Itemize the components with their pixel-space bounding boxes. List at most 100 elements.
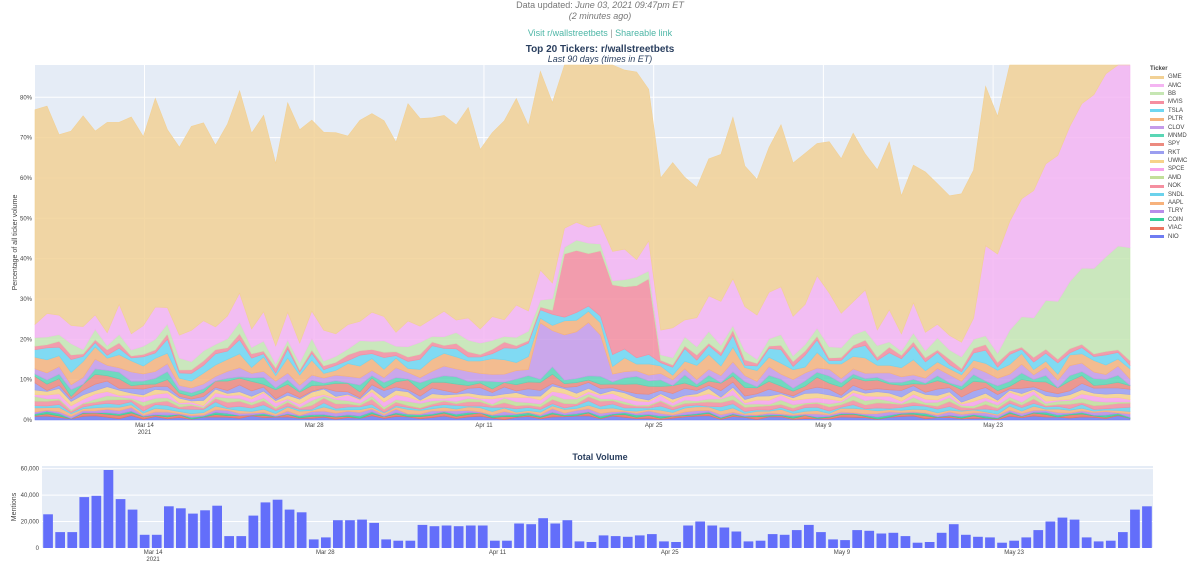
area-y-tick-label: 10% [20, 378, 33, 384]
area-y-tick-label: 20% [20, 337, 33, 343]
area-x-tick-label: Apr 11 [475, 423, 493, 429]
legend-item-mvis[interactable]: MVIS [1150, 98, 1187, 106]
legend-item-clov[interactable]: CLOV [1150, 123, 1187, 131]
legend-item-nio[interactable]: NIO [1150, 232, 1187, 240]
legend-label: RKT [1168, 149, 1180, 156]
bar-x-tick-label: May 9 [834, 550, 851, 556]
area-x-tick-label: Mar 14 [135, 423, 154, 429]
volume-bar [683, 525, 693, 548]
volume-bar [538, 518, 548, 548]
volume-bar [188, 513, 198, 548]
bar-x-tick-label: May 23 [1004, 550, 1024, 556]
legend-label: SNDL [1168, 191, 1185, 198]
legend-item-amd[interactable]: AMD [1150, 174, 1187, 182]
area-y-tick-label: 30% [20, 297, 33, 303]
volume-bar [212, 505, 222, 548]
shareable-link[interactable]: Shareable link [615, 28, 673, 38]
volume-bar [586, 542, 597, 548]
legend-label: AMD [1168, 174, 1182, 181]
links-separator: | [610, 28, 613, 38]
legend-label: TLRY [1168, 208, 1184, 215]
volume-bar [804, 524, 814, 548]
legend-swatch [1150, 126, 1164, 130]
legend-swatch [1150, 176, 1164, 180]
volume-bar [127, 509, 138, 548]
volume-bar [912, 542, 923, 548]
area-y-tick-label: 40% [20, 257, 33, 263]
volume-bar [67, 532, 78, 548]
volume-bar [707, 525, 718, 548]
area-y-axis-title: Percentage of all ticker volume [12, 195, 19, 291]
volume-bar [139, 534, 150, 548]
legend-label: VIAC [1168, 225, 1183, 232]
legend-swatch [1150, 159, 1164, 163]
legend-item-nok[interactable]: NOK [1150, 182, 1187, 190]
legend-item-mnmd[interactable]: MNMD [1150, 132, 1187, 140]
updated-ago: (2 minutes ago) [568, 11, 632, 21]
volume-bar [864, 530, 875, 548]
legend-item-gme[interactable]: GME [1150, 73, 1187, 81]
legend-swatch [1150, 109, 1164, 113]
legend-item-pltr[interactable]: PLTR [1150, 115, 1187, 123]
legend-label: BB [1168, 90, 1177, 97]
legend-item-rkt[interactable]: RKT [1150, 149, 1187, 157]
volume-bar [115, 499, 126, 548]
volume-bar [562, 520, 573, 548]
volume-bar [1105, 540, 1116, 548]
volume-bar [1142, 506, 1152, 548]
volume-bar [369, 522, 379, 548]
legend-item-spce[interactable]: SPCE [1150, 165, 1187, 173]
volume-bar [477, 525, 488, 548]
legend-swatch [1150, 134, 1164, 138]
legend-item-coin[interactable]: COIN [1150, 216, 1187, 224]
volume-bar [272, 499, 283, 548]
volume-bar [634, 535, 645, 548]
volume-bar [1081, 537, 1092, 548]
volume-bar [550, 523, 561, 548]
volume-bar [514, 523, 524, 548]
legend-item-tlry[interactable]: TLRY [1150, 207, 1187, 215]
volume-bar [55, 532, 65, 548]
volume-bar [260, 502, 271, 548]
legend-item-viac[interactable]: VIAC [1150, 224, 1187, 232]
legend-swatch [1150, 167, 1164, 171]
volume-bar [357, 519, 367, 548]
legend-swatch [1150, 209, 1164, 213]
legend-swatch [1150, 235, 1164, 239]
volume-bar [973, 536, 983, 548]
volume-bar [103, 470, 114, 548]
area-y-tick-label: 50% [20, 216, 33, 222]
volume-bar [1130, 509, 1140, 548]
legend-label: SPY [1168, 141, 1181, 148]
legend-swatch [1150, 193, 1164, 197]
area-y-tick-label: 0% [23, 418, 32, 424]
legend-label: SPCE [1168, 166, 1185, 173]
legend-item-spy[interactable]: SPY [1150, 140, 1187, 148]
volume-bar [43, 514, 53, 548]
legend-item-sndl[interactable]: SNDL [1150, 190, 1187, 198]
volume-bar [779, 534, 790, 548]
legend-label: NOK [1168, 183, 1182, 190]
volume-bar [659, 541, 669, 548]
legend-item-bb[interactable]: BB [1150, 90, 1187, 98]
subreddit-link[interactable]: Visit r/wallstreetbets [527, 28, 608, 38]
volume-bar [852, 530, 862, 548]
volume-bar [767, 534, 778, 548]
volume-bar [731, 531, 742, 548]
volume-bar [719, 527, 730, 548]
legend-label: CLOV [1168, 124, 1185, 131]
area-y-tick-label: 60% [20, 176, 33, 182]
volume-bar [1021, 537, 1032, 548]
volume-bar [876, 533, 887, 548]
volume-bar [405, 540, 416, 548]
legend-item-amc[interactable]: AMC [1150, 81, 1187, 89]
volume-bar [828, 539, 838, 548]
volume-bar [816, 532, 826, 548]
volume-bar [900, 536, 911, 548]
bar-y-tick-label: 0 [36, 546, 40, 552]
legend-item-uwmc[interactable]: UWMC [1150, 157, 1187, 165]
legend-item-aapl[interactable]: AAPL [1150, 199, 1187, 207]
legend-item-tsla[interactable]: TSLA [1150, 107, 1187, 115]
volume-bar [345, 520, 355, 548]
